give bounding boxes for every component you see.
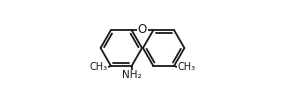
Text: CH₃: CH₃ [177, 62, 195, 72]
Text: NH₂: NH₂ [122, 70, 142, 80]
Text: CH₃: CH₃ [89, 62, 107, 72]
Text: O: O [138, 23, 147, 36]
